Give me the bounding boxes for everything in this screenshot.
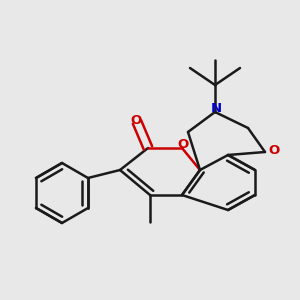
Text: O: O (177, 137, 189, 151)
Text: O: O (130, 113, 142, 127)
Text: O: O (268, 143, 280, 157)
Text: N: N (210, 101, 222, 115)
